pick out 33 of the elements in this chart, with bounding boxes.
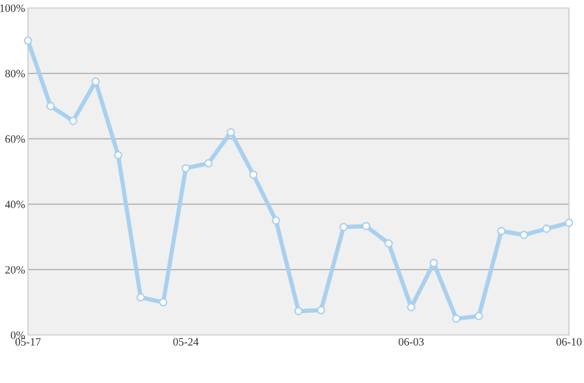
point <box>497 226 506 236</box>
x-tick-label: 05-24 <box>173 338 199 346</box>
point <box>520 230 528 240</box>
y-tick-label: 100% <box>0 4 25 12</box>
x-tick-label: 06-03 <box>398 338 424 346</box>
point <box>24 36 32 45</box>
y-tick-label: 80% <box>5 70 25 78</box>
point <box>182 164 190 172</box>
point <box>474 312 483 320</box>
x-tick-label: 05-17 <box>15 338 41 346</box>
point <box>204 159 212 168</box>
point <box>114 150 122 160</box>
point <box>249 170 258 179</box>
point <box>294 306 303 316</box>
point <box>68 116 78 125</box>
y-tick-label: 60% <box>5 135 25 143</box>
y-tick-label: 40% <box>5 200 25 208</box>
point <box>316 306 326 314</box>
point <box>384 239 393 248</box>
point <box>159 298 168 306</box>
point <box>272 216 280 225</box>
point <box>407 303 416 312</box>
point <box>452 314 460 323</box>
y-tick-label: 20% <box>5 266 25 274</box>
point <box>564 218 574 228</box>
point <box>46 102 55 110</box>
point <box>226 128 236 136</box>
point <box>339 222 348 232</box>
y-tick-label: 0% <box>10 331 25 339</box>
point <box>542 224 551 233</box>
point <box>136 293 145 302</box>
point <box>362 222 370 230</box>
x-tick-label: 06-10 <box>556 338 582 346</box>
